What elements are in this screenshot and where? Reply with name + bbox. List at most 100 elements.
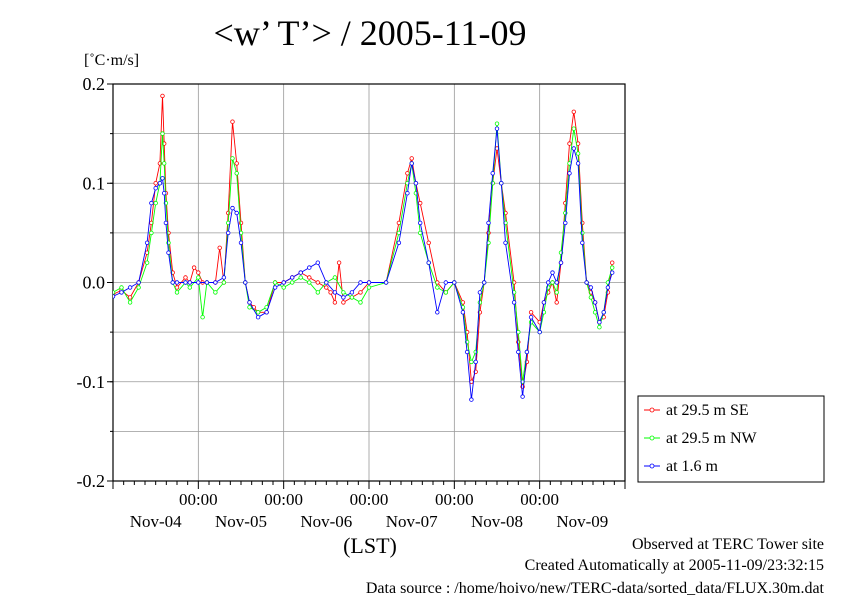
data-point <box>161 161 167 166</box>
data-point <box>163 220 169 226</box>
data-point <box>592 300 598 305</box>
data-point <box>516 349 521 355</box>
data-point <box>272 280 278 285</box>
data-point <box>307 265 312 270</box>
data-point <box>584 280 589 285</box>
data-point <box>601 310 606 315</box>
data-point <box>213 280 218 285</box>
data-point <box>204 280 210 285</box>
x-day-label: Nov-06 <box>300 512 352 531</box>
data-point <box>307 280 312 285</box>
data-point <box>341 300 346 305</box>
data-point <box>160 93 165 99</box>
data-point <box>554 280 559 285</box>
data-point <box>153 185 158 191</box>
series-line <box>113 123 613 382</box>
data-point <box>571 109 576 114</box>
data-point <box>580 230 585 236</box>
data-point <box>610 260 615 265</box>
data-point <box>153 180 158 186</box>
data-point <box>469 359 474 365</box>
data-point <box>336 260 342 265</box>
data-point <box>426 240 431 245</box>
data-point <box>332 300 338 305</box>
data-point <box>563 220 568 226</box>
data-point <box>554 290 559 295</box>
data-point <box>255 310 261 315</box>
data-point <box>426 260 431 265</box>
data-point <box>435 285 440 290</box>
y-tick-label: 0.0 <box>83 273 106 293</box>
data-point <box>499 180 504 186</box>
x-day-label: Nov-08 <box>471 512 523 531</box>
data-point <box>238 240 244 245</box>
legend-label: at 1.6 m <box>666 458 719 475</box>
data-point <box>486 220 491 226</box>
data-point <box>174 290 180 295</box>
y-tick-label: -0.1 <box>77 372 106 392</box>
data-point <box>592 310 598 315</box>
data-point <box>136 280 141 285</box>
data-point <box>196 275 201 280</box>
legend-swatch-marker <box>649 463 655 469</box>
data-point <box>610 270 615 275</box>
data-point <box>366 285 372 290</box>
y-tick-label: -0.2 <box>77 471 106 491</box>
data-point <box>580 240 585 245</box>
data-point <box>183 280 188 285</box>
data-point <box>324 280 329 285</box>
data-point <box>473 349 478 355</box>
data-point <box>503 240 508 245</box>
data-point <box>200 315 205 320</box>
data-point <box>247 305 252 310</box>
data-point <box>196 270 201 275</box>
data-point <box>358 300 363 305</box>
x-day-label: Nov-05 <box>215 512 267 531</box>
footer-observed: Observed at TERC Tower site <box>631 536 824 553</box>
data-point <box>161 190 167 196</box>
data-point <box>264 310 269 315</box>
data-point <box>174 280 180 285</box>
data-point <box>494 121 500 126</box>
data-point <box>315 280 320 285</box>
x-time-label: 00:00 <box>179 490 218 509</box>
data-point <box>528 315 534 320</box>
data-point <box>528 310 534 315</box>
x-day-label: Nov-04 <box>130 512 182 531</box>
data-point <box>473 359 478 365</box>
data-point <box>490 171 495 176</box>
data-point <box>196 280 201 285</box>
data-point <box>221 275 227 280</box>
y-tick-label: 0.1 <box>83 173 106 193</box>
data-point <box>243 280 248 285</box>
legend-label: at 29.5 m NW <box>666 430 758 447</box>
data-point <box>157 180 163 186</box>
data-point <box>383 280 389 285</box>
data-point <box>221 280 227 285</box>
x-day-label: Nov-09 <box>556 512 608 531</box>
data-point <box>443 280 448 285</box>
data-point <box>550 270 555 275</box>
series-group <box>113 126 615 402</box>
data-point <box>567 171 572 176</box>
data-point <box>290 275 295 280</box>
data-point <box>191 265 197 270</box>
data-point <box>230 119 235 124</box>
data-point <box>183 275 188 280</box>
data-point <box>588 285 594 290</box>
x-time-label: 00:00 <box>350 490 389 509</box>
data-point <box>217 245 222 250</box>
footer-created: Created Automatically at 2005-11-09/23:3… <box>524 557 824 574</box>
data-point <box>136 285 141 290</box>
data-point <box>149 200 154 206</box>
data-point <box>230 156 235 161</box>
data-point <box>127 295 133 300</box>
data-point <box>477 290 483 295</box>
data-point <box>113 290 116 295</box>
data-point <box>511 300 517 305</box>
data-point <box>149 230 154 236</box>
data-point <box>290 280 295 285</box>
data-point <box>571 126 576 131</box>
data-point <box>571 146 576 151</box>
